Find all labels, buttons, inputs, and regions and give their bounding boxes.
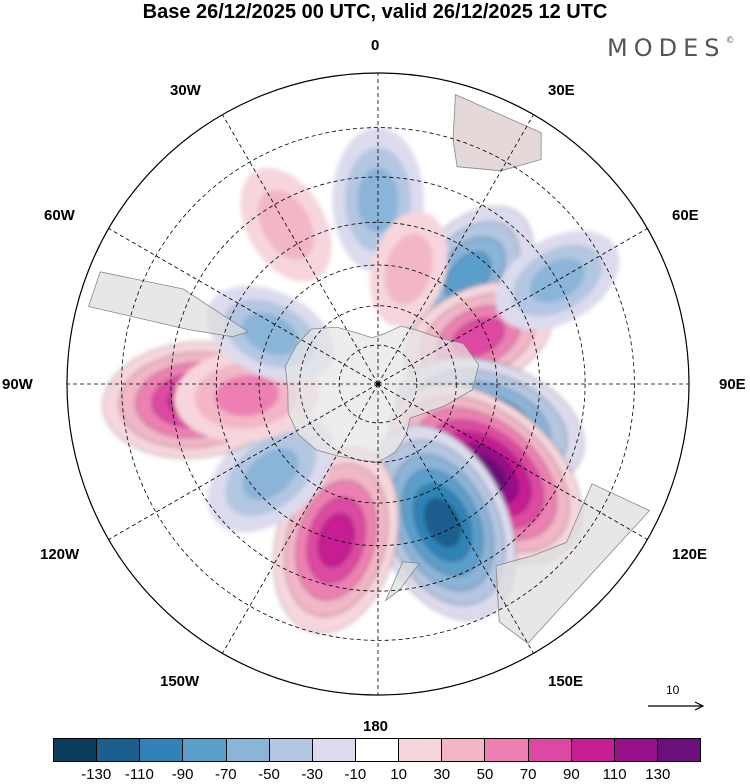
meridian [377,383,648,540]
meridian [108,228,379,385]
colorbar-cell [355,739,400,761]
meridian [377,228,648,385]
reference-vector-arrow [648,701,705,711]
lon-label-0: 0 [371,37,380,54]
lon-label-60e: 60E [672,207,699,224]
colorbar-cell [269,739,313,761]
lon-label-150e: 150E [548,673,584,690]
lon-label-120e: 120E [672,546,708,563]
parallel [258,264,498,504]
parallel [338,344,418,424]
colorbar-tick-label: -10 [344,766,367,783]
map-boundary [66,72,690,696]
colorbar-tick-label: -90 [171,766,194,783]
anomaly-contour [242,448,299,500]
colorbar-cell [140,739,184,761]
colorbar-tick-label: 50 [476,766,494,783]
colorbar-tick-label: -50 [258,766,280,783]
lon-label-180: 180 [363,718,389,735]
colorbar-cell [226,739,270,761]
colorbar-tick-label: 70 [519,766,537,783]
colorbar-ticks: -130 -110 -90 -70 -50 -30 -10 10 30 50 70 90 110 130 [0,766,750,784]
lon-label-60w: 60W [44,207,75,224]
brand-logo: MODES© [607,34,734,62]
lon-label-120w: 120W [40,546,80,563]
colorbar-tick-label: -110 [124,766,154,783]
colorbar-cell [183,739,227,761]
colorbar-cell [97,739,141,761]
colorbar-cell [399,739,443,761]
colorbar-cell [442,739,486,761]
colorbar-cell [571,739,615,761]
colorbar-tick-label: 90 [563,766,580,783]
meridian [222,383,379,654]
colorbar-cell [657,739,701,761]
anomaly-contour [241,312,299,355]
colorbar-tick-label: -130 [81,766,112,783]
colorbar-cell [54,739,98,761]
brand-mark: © [725,36,735,46]
colorbar [53,738,701,762]
colorbar-cell [485,739,529,761]
lon-label-90e: 90E [719,376,746,393]
south-america [88,271,250,338]
polar-map [66,72,690,696]
lon-label-30e: 30E [548,82,575,99]
anomaly-contour [214,375,280,416]
graticule [67,73,689,695]
colorbar-tick-label: 30 [433,766,451,783]
colorbar-cell [614,739,658,761]
colorbar-tick-label: 10 [390,766,407,783]
anomaly-contour [424,498,461,547]
meridian [222,114,379,385]
lon-label-90w: 90W [2,376,33,393]
meridian [377,383,534,654]
meridian [377,114,534,385]
colorbar-cell [312,739,356,761]
map-title: Base 26/12/2025 00 UTC, valid 26/12/2025… [142,1,608,23]
land-outlines [88,93,651,644]
colorbar-tick-label: -70 [214,766,237,783]
parallel [299,305,457,463]
australia [495,483,651,644]
reference-vector-label: 10 [666,683,680,697]
colorbar-tick-label: 130 [645,766,671,783]
lon-label-150w: 150W [160,673,200,690]
parallel [121,127,635,641]
lon-label-30w: 30W [170,82,201,99]
brand-name: MODES [607,34,726,62]
colorbar-cell [528,739,572,761]
parallel [170,176,586,592]
parallel [215,221,541,547]
meridian [108,383,379,540]
colorbar-tick-label: -30 [301,766,324,783]
south-pole-marker [376,382,380,386]
colorbar-tick-label: 110 [602,766,627,783]
